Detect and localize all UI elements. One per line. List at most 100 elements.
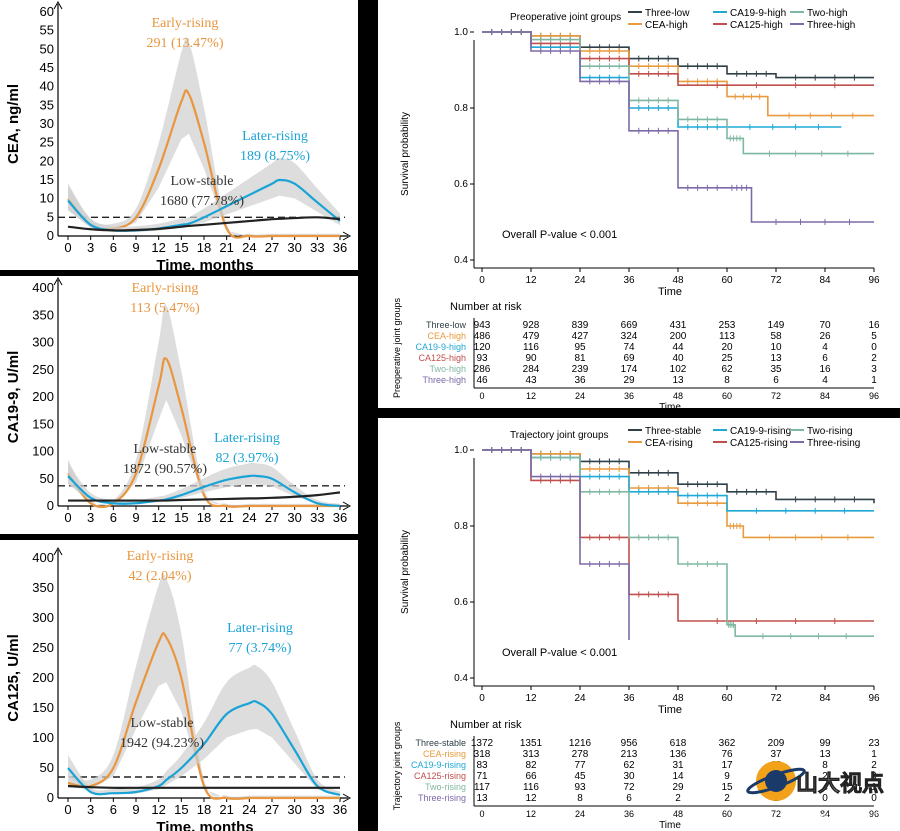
group-name-label: Later-rising [242,129,308,144]
risk-cell: 313 [523,749,540,760]
risk-row-label: CEA-rising [423,749,466,759]
x-tick-label: 0 [64,802,71,817]
risk-cell: 0 [871,342,877,353]
risk-cell: 6 [773,375,779,386]
risk-row-label: CEA-high [427,331,466,341]
y-tick-label: 0 [47,498,54,513]
risk-table-ylabel: Trajectory joint groups [392,721,402,810]
risk-cell: 0 [822,793,828,804]
preoperative-km-chart: Preoperative joint groups Three-lowCEA-hi… [392,8,880,408]
legend-entry: Three-low [645,8,690,19]
x-tick-label: 6 [110,802,117,817]
x-tick-label: 21 [219,802,233,817]
x-axis-arrow [342,793,352,803]
risk-cell: 76 [721,749,733,760]
y-tick-label: 350 [32,580,54,595]
risk-row-label: Three-high [422,375,466,385]
trajectory-line-low-stable [68,491,341,502]
pvalue-label: Overall P-value < 0.001 [502,647,617,659]
risk-cell: 1 [871,749,877,760]
risk-cell: 6 [822,353,828,364]
x-tick-label: 21 [219,510,233,525]
confidence-band [68,36,340,236]
risk-cell: 81 [574,353,586,364]
risk-cell: 669 [621,320,638,331]
km-curve-cea-rising [482,449,874,539]
legend-entry: CA19-9-high [730,8,786,19]
ca199-trajectory-chart: 0 3 6 9 12 15 18 21 24 27 30 33 36050100150200250300… [5,276,352,525]
group-name-label: Later-rising [214,431,280,446]
risk-cell: 8 [724,375,730,386]
y-tick-label: 50 [40,760,54,775]
y-axis-title: CA125, U/ml [5,634,22,722]
risk-x-tick-label: 0 [479,391,484,401]
x-tick-label: 12 [151,802,165,817]
risk-x-tick-label: 36 [624,809,634,819]
risk-cell: 83 [476,760,488,771]
group-count-label: 189 (8.75%) [240,149,310,164]
confidence-band [68,664,340,796]
x-tick-label: 60 [721,275,733,286]
y-axis-arrow [53,276,63,286]
y-tick-label: 200 [32,670,54,685]
x-tick-label: 15 [174,802,188,817]
risk-cell: 31 [672,760,684,771]
x-tick-label: 24 [574,693,586,704]
risk-cell: 13 [770,353,782,364]
x-tick-label: 3 [87,802,94,817]
risk-x-axis-title: Time [659,820,681,831]
x-tick-label: 3 [87,240,94,255]
risk-cell: 93 [476,353,488,364]
risk-cell: 318 [474,749,491,760]
x-tick-label: 6 [110,510,117,525]
risk-cell: 431 [670,320,687,331]
group-count-label: 1872 (90.57%) [123,462,207,477]
risk-cell: 10 [770,342,782,353]
risk-cell: 116 [523,782,539,793]
risk-cell: 44 [672,342,684,353]
risk-cell: 74 [623,342,635,353]
risk-cell: 45 [574,771,586,782]
watermark-logo: 山大视点 view.sdu.edu.cn [744,747,894,827]
risk-cell: 0 [871,771,877,782]
x-tick-label: 12 [151,240,165,255]
risk-cell: 3 [871,364,877,375]
risk-cell: 200 [670,331,687,342]
trajectory-line-later-rising [67,474,341,508]
risk-cell: 2 [822,771,828,782]
risk-cell: 29 [623,375,635,386]
risk-cell: 102 [670,364,687,375]
y-tick-label: 0 [47,228,54,243]
x-tick-label: 36 [623,275,635,286]
risk-cell: 943 [474,320,491,331]
risk-cell: 13 [819,749,831,760]
risk-x-tick-label: 96 [869,391,879,401]
risk-x-tick-label: 84 [820,809,830,819]
risk-cell: 5 [871,331,877,342]
risk-table-title: Number at risk [450,301,522,313]
y-tick-label: 150 [32,700,54,715]
risk-x-tick-label: 36 [624,391,634,401]
y-tick-label: 60 [40,4,54,19]
y-tick-label: 1.0 [454,27,468,38]
x-tick-label: 84 [819,693,831,704]
y-tick-label: 0.4 [454,255,468,266]
legend-entry: CEA-high [645,20,688,31]
ca125-trajectory-panel: 0 3 6 9 12 15 18 21 24 27 30 33 36 0 50 100 150 200 250 300… [0,540,358,831]
km-curve-three-rising [482,449,630,640]
trajectory-km-chart: Trajectory joint groups Three-stableCEA-r… [392,426,880,831]
risk-cell: 362 [719,738,736,749]
risk-cell: 9 [724,771,730,782]
risk-cell: 839 [572,320,589,331]
y-tick-label: 0.6 [454,597,468,608]
risk-cell: 278 [572,749,589,760]
x-tick-label: 27 [265,802,279,817]
risk-cell: 58 [770,331,782,342]
x-tick-label: 15 [174,510,188,525]
risk-cell: 26 [819,331,831,342]
x-tick-label: 15 [174,240,188,255]
risk-x-tick-label: 48 [673,809,683,819]
risk-cell: 427 [572,331,589,342]
km-curve-ca19-9-high [482,31,842,128]
risk-cell: 116 [523,342,539,353]
